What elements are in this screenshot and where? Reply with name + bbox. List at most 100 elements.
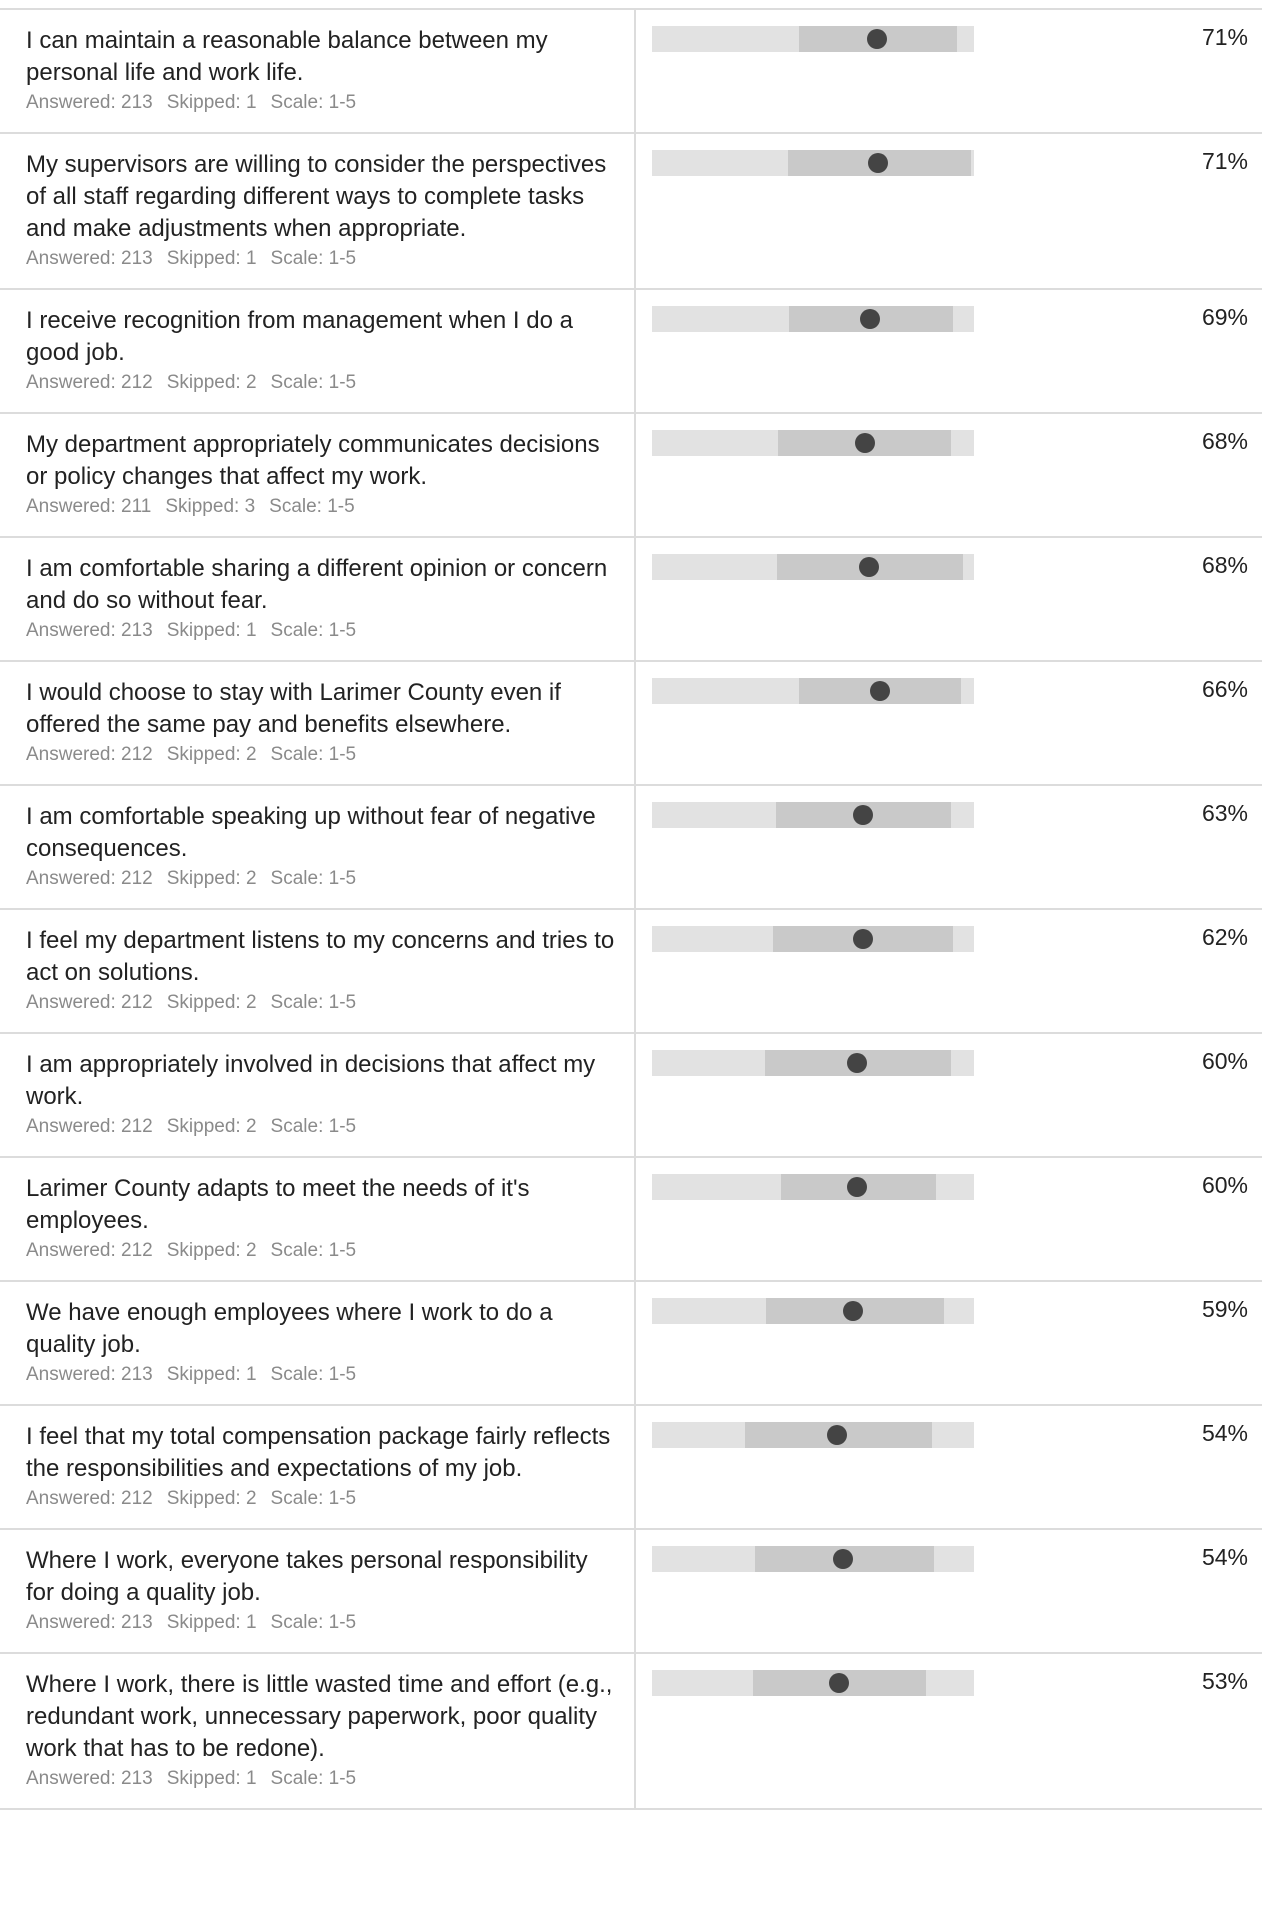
chart-cell: 54% <box>636 1406 1262 1528</box>
question-meta: Answered: 212 Skipped: 2 Scale: 1-5 <box>26 370 620 396</box>
question-meta: Answered: 211 Skipped: 3 Scale: 1-5 <box>26 494 620 520</box>
skipped-count: Skipped: 1 <box>166 92 257 113</box>
scale-label: Scale: 1-5 <box>270 372 357 393</box>
answered-count: Answered: 212 <box>26 1116 153 1137</box>
bar-track <box>652 1422 974 1448</box>
answered-count: Answered: 213 <box>26 1612 153 1633</box>
answered-count: Answered: 212 <box>26 992 153 1013</box>
percent-label: 60% <box>1201 1048 1248 1074</box>
mean-dot <box>866 29 887 49</box>
question-cell: I am appropriately involved in decisions… <box>0 1034 636 1156</box>
table-row: I feel my department listens to my conce… <box>0 910 1262 1034</box>
chart-cell: 71% <box>636 134 1262 288</box>
question-cell: I can maintain a reasonable balance betw… <box>0 10 636 132</box>
chart-cell: 63% <box>636 786 1262 908</box>
percent-label: 71% <box>1201 24 1248 50</box>
question-text: Where I work, everyone takes personal re… <box>26 1547 588 1606</box>
bar-track <box>652 1670 974 1696</box>
chart-cell: 59% <box>636 1282 1262 1404</box>
table-row: I can maintain a reasonable balance betw… <box>0 10 1262 134</box>
question-text: I am comfortable sharing a different opi… <box>26 555 608 614</box>
answered-count: Answered: 212 <box>26 744 153 765</box>
table-row: My department appropriately communicates… <box>0 414 1262 538</box>
chart-cell: 68% <box>636 538 1262 660</box>
percent-label: 69% <box>1201 304 1248 330</box>
question-meta: Answered: 213 Skipped: 1 Scale: 1-5 <box>26 1610 620 1636</box>
mean-dot <box>869 681 890 701</box>
percent-label: 54% <box>1201 1544 1248 1570</box>
percent-label: 60% <box>1201 1172 1248 1198</box>
chart-cell: 54% <box>636 1530 1262 1652</box>
mean-dot <box>847 1053 868 1073</box>
table-row: I feel that my total compensation packag… <box>0 1406 1262 1530</box>
skipped-count: Skipped: 3 <box>165 496 256 517</box>
table-row: Where I work, there is little wasted tim… <box>0 1654 1262 1810</box>
mean-dot <box>868 153 889 173</box>
bar-track <box>652 1546 974 1572</box>
answered-count: Answered: 212 <box>26 868 153 889</box>
answered-count: Answered: 213 <box>26 92 153 113</box>
question-meta: Answered: 212 Skipped: 2 Scale: 1-5 <box>26 1486 620 1512</box>
skipped-count: Skipped: 2 <box>166 868 257 889</box>
answered-count: Answered: 211 <box>26 496 152 517</box>
chart-cell: 53% <box>636 1654 1262 1808</box>
question-cell: I would choose to stay with Larimer Coun… <box>0 662 636 784</box>
question-text: I feel that my total compensation packag… <box>26 1423 611 1482</box>
bar-track <box>652 926 974 952</box>
bar-track <box>652 678 974 704</box>
table-row: I am comfortable speaking up without fea… <box>0 786 1262 910</box>
mean-dot <box>854 433 875 453</box>
table-row: We have enough employees where I work to… <box>0 1282 1262 1406</box>
question-cell: I am comfortable sharing a different opi… <box>0 538 636 660</box>
answered-count: Answered: 213 <box>26 620 153 641</box>
bar-track <box>652 430 974 456</box>
skipped-count: Skipped: 2 <box>166 744 257 765</box>
percent-label: 63% <box>1201 800 1248 826</box>
question-text: I can maintain a reasonable balance betw… <box>26 27 548 86</box>
chart-cell: 68% <box>636 414 1262 536</box>
question-cell: Larimer County adapts to meet the needs … <box>0 1158 636 1280</box>
table-row: Larimer County adapts to meet the needs … <box>0 1158 1262 1282</box>
question-meta: Answered: 212 Skipped: 2 Scale: 1-5 <box>26 866 620 892</box>
bar-track <box>652 150 974 176</box>
skipped-count: Skipped: 2 <box>166 992 257 1013</box>
question-meta: Answered: 212 Skipped: 2 Scale: 1-5 <box>26 1114 620 1140</box>
percent-label: 68% <box>1201 428 1248 454</box>
question-text: Where I work, there is little wasted tim… <box>26 1671 613 1762</box>
question-meta: Answered: 212 Skipped: 2 Scale: 1-5 <box>26 990 620 1016</box>
table-row: Where I work, everyone takes personal re… <box>0 1530 1262 1654</box>
question-text: I feel my department listens to my conce… <box>26 927 615 986</box>
percent-label: 62% <box>1201 924 1248 950</box>
question-cell: Where I work, there is little wasted tim… <box>0 1654 636 1808</box>
question-cell: Where I work, everyone takes personal re… <box>0 1530 636 1652</box>
chart-cell: 66% <box>636 662 1262 784</box>
question-meta: Answered: 213 Skipped: 1 Scale: 1-5 <box>26 1362 620 1388</box>
question-text: I am appropriately involved in decisions… <box>26 1051 596 1110</box>
answered-count: Answered: 213 <box>26 248 153 269</box>
question-text: My department appropriately communicates… <box>26 431 600 490</box>
bar-track <box>652 1298 974 1324</box>
question-text: My supervisors are willing to consider t… <box>26 151 607 242</box>
chart-cell: 69% <box>636 290 1262 412</box>
scale-label: Scale: 1-5 <box>270 992 357 1013</box>
mean-dot <box>827 1425 848 1445</box>
table-row: I would choose to stay with Larimer Coun… <box>0 662 1262 786</box>
question-meta: Answered: 213 Skipped: 1 Scale: 1-5 <box>26 246 620 272</box>
question-text: We have enough employees where I work to… <box>26 1299 553 1358</box>
chart-cell: 71% <box>636 10 1262 132</box>
skipped-count: Skipped: 1 <box>166 248 257 269</box>
mean-dot <box>828 1673 849 1693</box>
chart-cell: 62% <box>636 910 1262 1032</box>
chart-cell: 60% <box>636 1034 1262 1156</box>
scale-label: Scale: 1-5 <box>270 1240 357 1261</box>
scale-label: Scale: 1-5 <box>270 1768 357 1789</box>
bar-track <box>652 554 974 580</box>
mean-dot <box>852 805 873 825</box>
question-cell: We have enough employees where I work to… <box>0 1282 636 1404</box>
skipped-count: Skipped: 1 <box>166 1768 257 1789</box>
question-meta: Answered: 213 Skipped: 1 Scale: 1-5 <box>26 618 620 644</box>
question-cell: I feel that my total compensation packag… <box>0 1406 636 1528</box>
table-row: My supervisors are willing to consider t… <box>0 134 1262 290</box>
scale-label: Scale: 1-5 <box>269 496 355 517</box>
bar-track <box>652 802 974 828</box>
